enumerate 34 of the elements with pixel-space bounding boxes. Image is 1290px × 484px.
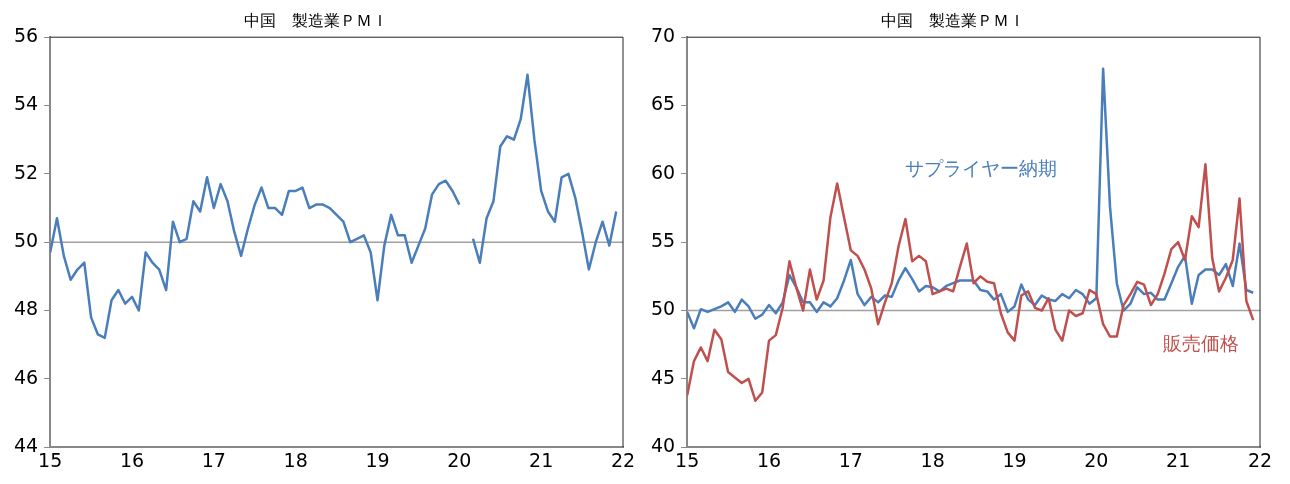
x-tick-label: 22 [610, 448, 636, 471]
series-label: 販売価格 [1162, 331, 1239, 354]
y-tick-label: 44 [13, 434, 39, 457]
x-tick-label: 15 [675, 448, 700, 471]
y-tick-label: 50 [650, 297, 676, 320]
x-tick-label: 15 [38, 448, 63, 471]
x-tick-label: 19 [1002, 448, 1027, 471]
x-tick-label: 18 [283, 448, 308, 471]
y-tick-label: 70 [650, 24, 676, 47]
y-tick-label: 54 [13, 92, 39, 115]
y-tick-label: 56 [13, 24, 39, 47]
x-tick-label: 16 [119, 448, 145, 471]
y-tick-label: 46 [13, 365, 39, 388]
y-tick-label: 50 [13, 229, 39, 252]
x-tick-label: 20 [1084, 448, 1109, 471]
y-tick-label: 52 [13, 160, 39, 183]
y-tick-label: 48 [13, 297, 39, 320]
x-tick-label: 20 [447, 448, 472, 471]
x-tick-label: 17 [201, 448, 226, 471]
x-tick-label: 19 [365, 448, 390, 471]
x-tick-label: 22 [1247, 448, 1273, 471]
x-tick-label: 21 [529, 448, 554, 471]
y-tick-label: 40 [650, 434, 676, 457]
x-tick-label: 17 [838, 448, 863, 471]
chart-title: 中国 製造業ＰＭＩ [880, 10, 1025, 30]
text: サプライヤー納期 [904, 157, 1057, 180]
y-tick-label: 65 [650, 92, 676, 115]
x-tick-label: 18 [920, 448, 945, 471]
x-tick-label: 16 [756, 448, 782, 471]
chart-title: 中国 製造業ＰＭＩ [243, 10, 388, 30]
x-tick-label: 21 [1166, 448, 1191, 471]
y-tick-label: 60 [650, 160, 676, 183]
y-tick-label: 55 [650, 229, 676, 252]
y-tick-label: 45 [650, 365, 676, 388]
